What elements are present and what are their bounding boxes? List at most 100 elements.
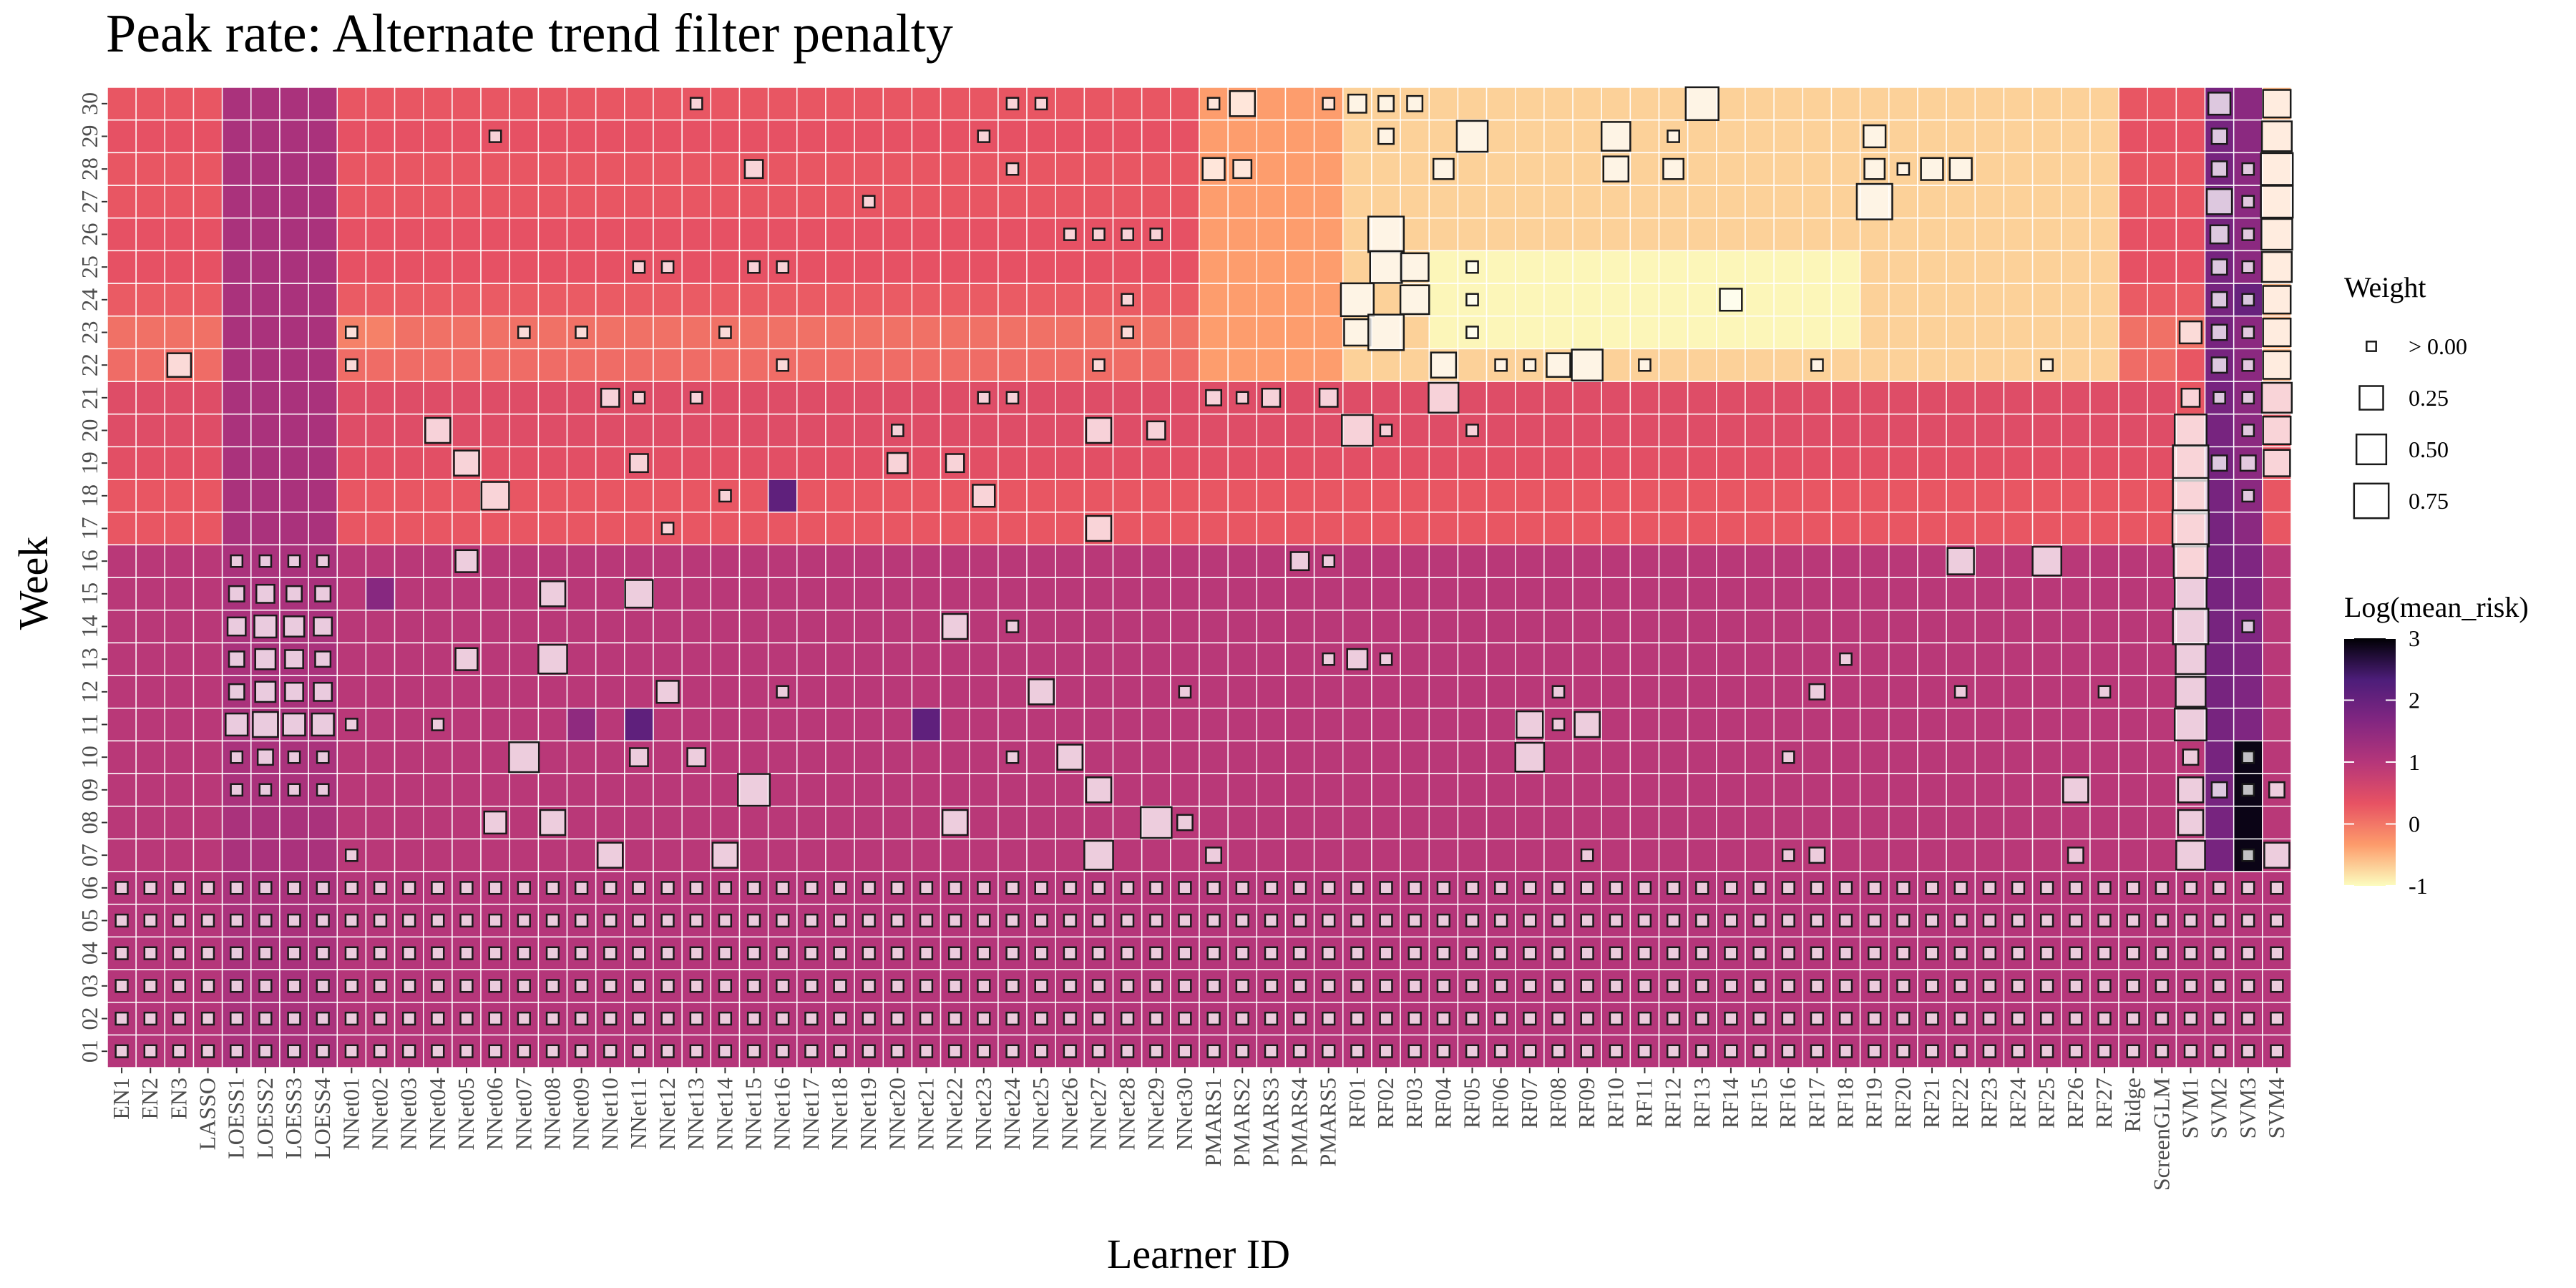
weight-marker <box>488 1011 502 1026</box>
weight-legend-label: 0.75 <box>2409 488 2449 514</box>
weight-marker <box>2212 946 2227 960</box>
weight-marker <box>2183 1011 2198 1026</box>
heatmap-cell <box>480 283 510 317</box>
heatmap-cell <box>336 185 367 219</box>
weight-marker <box>1005 391 1020 405</box>
y-tick-label: 29 <box>77 125 102 148</box>
weight-marker <box>603 946 618 960</box>
heatmap-cell <box>1428 577 1459 611</box>
weight-marker <box>1602 155 1630 182</box>
heatmap-cell <box>911 446 942 480</box>
heatmap-cell <box>308 185 338 219</box>
x-tick-label: LASSO <box>195 1078 220 1150</box>
weight-marker <box>1953 881 1968 895</box>
heatmap-cell <box>653 381 683 415</box>
heatmap-cell <box>308 348 338 382</box>
weight-marker <box>2241 1011 2255 1026</box>
weight-marker <box>2177 809 2205 836</box>
heatmap-cell <box>1946 740 1976 774</box>
weight-marker <box>686 747 707 768</box>
heatmap-cell <box>2147 609 2177 644</box>
heatmap-cell <box>1572 315 1602 350</box>
heatmap-cell <box>480 446 510 480</box>
heatmap-cell <box>422 577 453 611</box>
x-tick-label: NNet09 <box>568 1078 594 1150</box>
heatmap-cell <box>1830 511 1861 546</box>
heatmap-cell <box>480 217 510 252</box>
heatmap-cell <box>1830 446 1861 480</box>
weight-marker <box>459 979 474 993</box>
x-tick-label: NNet15 <box>741 1078 766 1150</box>
heatmap-cell <box>1658 250 1689 284</box>
weight-marker <box>862 195 876 209</box>
weight-marker <box>344 1011 358 1026</box>
heatmap-cell <box>279 805 309 840</box>
heatmap-cell <box>1859 773 1890 807</box>
heatmap-cell <box>1917 577 1947 611</box>
weight-marker <box>1808 847 1826 864</box>
heatmap-cell <box>997 185 1028 219</box>
weight-marker <box>480 481 510 511</box>
heatmap-cell <box>1313 152 1344 186</box>
weight-marker <box>2040 946 2054 960</box>
weight-marker <box>1264 946 1279 960</box>
heatmap-cell <box>1658 642 1689 676</box>
weight-marker <box>833 946 847 960</box>
weight-marker <box>1235 979 1249 993</box>
heatmap-cell <box>710 185 741 219</box>
heatmap-cell <box>336 283 367 317</box>
heatmap-cell <box>1083 250 1114 284</box>
heatmap-cell <box>394 381 424 415</box>
heatmap-cell <box>422 381 453 415</box>
weight-marker <box>2069 946 2083 960</box>
heatmap-cell <box>107 707 137 742</box>
x-tick-label: LOESS4 <box>309 1078 335 1159</box>
weight-marker <box>1149 913 1163 928</box>
weight-marker <box>2210 356 2228 374</box>
heatmap-cell <box>279 381 309 415</box>
heatmap-cell <box>1141 152 1171 186</box>
heatmap-cell <box>2175 152 2206 186</box>
heatmap-cell <box>2118 381 2148 415</box>
weight-marker <box>833 881 847 895</box>
heatmap-cell <box>2118 348 2148 382</box>
heatmap-cell <box>1227 707 1258 742</box>
heatmap-cell <box>1055 87 1085 121</box>
weight-marker <box>1666 881 1681 895</box>
heatmap-cell <box>968 642 999 676</box>
heatmap-cell <box>1745 609 1775 644</box>
weight-marker <box>488 913 502 928</box>
weight-marker <box>1810 1011 1825 1026</box>
heatmap-cell <box>279 87 309 121</box>
weight-marker <box>1436 979 1450 993</box>
weight-marker <box>1407 1044 1422 1058</box>
weight-marker <box>2126 1044 2140 1058</box>
heatmap-cell <box>882 838 913 872</box>
weight-marker <box>1292 946 1307 960</box>
weight-marker <box>919 881 934 895</box>
heatmap-cell <box>1199 217 1229 252</box>
weight-marker <box>1494 881 1508 895</box>
heatmap-cell <box>854 381 884 415</box>
heatmap-cell <box>509 838 540 872</box>
heatmap-cell <box>2089 381 2119 415</box>
heatmap-cell <box>1170 642 1200 676</box>
weight-marker <box>2212 881 2227 895</box>
heatmap-cell <box>250 348 280 382</box>
heatmap-cell <box>653 348 683 382</box>
heatmap-cell <box>2175 250 2206 284</box>
heatmap-cell <box>394 413 424 448</box>
heatmap-cell <box>480 381 510 415</box>
y-tick-label: 05 <box>77 909 102 932</box>
y-tick-label: 22 <box>77 353 102 376</box>
x-tick-label: SVM2 <box>2206 1078 2232 1138</box>
heatmap-cell <box>1629 773 1660 807</box>
heatmap-cell <box>279 152 309 186</box>
risk-legend-title: Log(mean_risk) <box>2344 591 2529 623</box>
heatmap-cell <box>1284 413 1315 448</box>
heatmap-cell <box>221 511 252 546</box>
heatmap-cell <box>107 479 137 513</box>
weight-marker <box>1752 881 1767 895</box>
heatmap-cell <box>1601 87 1631 121</box>
weight-marker <box>1005 620 1020 633</box>
